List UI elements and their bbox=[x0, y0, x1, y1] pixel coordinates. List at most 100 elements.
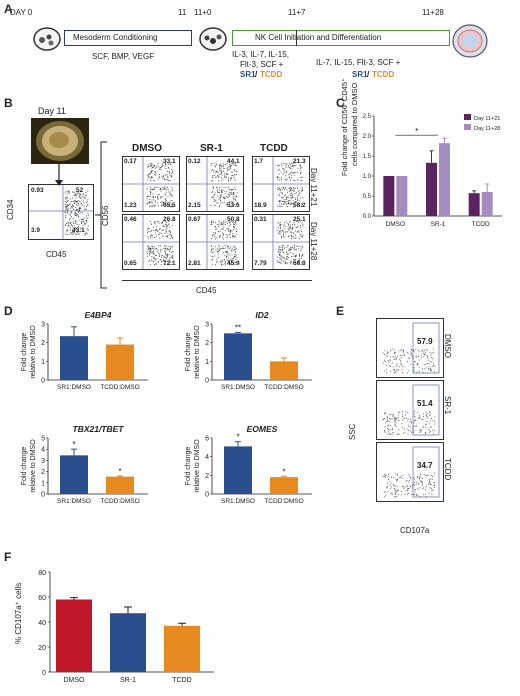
dot bbox=[214, 200, 216, 202]
dot bbox=[170, 196, 172, 198]
dot bbox=[81, 218, 83, 220]
dot bbox=[228, 202, 230, 204]
dot bbox=[285, 258, 287, 260]
dot bbox=[75, 234, 77, 236]
y-tick-label: 2 bbox=[41, 469, 45, 476]
dot bbox=[284, 262, 286, 264]
dot bbox=[280, 221, 282, 223]
dot bbox=[170, 245, 172, 247]
bar bbox=[468, 193, 480, 216]
dot bbox=[76, 221, 78, 223]
dot bbox=[165, 200, 167, 202]
dot bbox=[230, 220, 232, 222]
dot bbox=[395, 422, 397, 424]
dot bbox=[284, 169, 285, 171]
dot bbox=[400, 363, 402, 365]
dot bbox=[290, 228, 292, 230]
dot bbox=[153, 204, 155, 206]
dot bbox=[77, 211, 79, 213]
quadrant-value: 58.2 bbox=[293, 202, 306, 209]
dot bbox=[416, 363, 418, 364]
dot bbox=[214, 233, 216, 235]
dot bbox=[212, 169, 213, 171]
dot bbox=[157, 249, 159, 251]
dot bbox=[413, 425, 415, 427]
dot bbox=[158, 193, 160, 195]
dot bbox=[401, 423, 403, 425]
dot bbox=[68, 190, 70, 192]
dot bbox=[289, 172, 291, 174]
dot bbox=[398, 359, 400, 361]
dot bbox=[77, 232, 79, 233]
dot bbox=[80, 190, 82, 192]
panel-f-label: F bbox=[4, 550, 12, 564]
dot bbox=[77, 215, 79, 217]
dot bbox=[403, 366, 405, 368]
dot bbox=[411, 494, 413, 495]
dot bbox=[75, 201, 77, 203]
dot bbox=[276, 260, 278, 262]
dot bbox=[393, 370, 395, 371]
dot bbox=[434, 420, 436, 422]
dot bbox=[219, 187, 220, 189]
dot bbox=[430, 370, 432, 372]
dot bbox=[163, 255, 165, 257]
dot bbox=[169, 206, 171, 208]
dot bbox=[150, 246, 152, 248]
dot bbox=[217, 171, 219, 173]
dot bbox=[296, 254, 297, 256]
y-tick-label: 3 bbox=[41, 322, 45, 329]
dot bbox=[223, 224, 225, 226]
quadrant-value: 45.9 bbox=[227, 260, 240, 267]
dot bbox=[299, 190, 301, 191]
dot bbox=[423, 364, 425, 366]
dot bbox=[291, 224, 293, 226]
dot bbox=[228, 188, 230, 190]
dot bbox=[281, 186, 283, 188]
dot bbox=[406, 484, 408, 486]
q-left-ur: 52 bbox=[76, 187, 84, 194]
dot bbox=[222, 252, 224, 254]
sig-star: * bbox=[118, 467, 121, 476]
dot bbox=[282, 193, 283, 195]
dot bbox=[276, 176, 278, 178]
dot bbox=[279, 190, 281, 192]
dot bbox=[147, 230, 149, 232]
quadrant-value: 44.1 bbox=[227, 158, 240, 165]
dot bbox=[171, 256, 173, 258]
dot bbox=[410, 354, 412, 356]
dot bbox=[168, 263, 170, 265]
dot bbox=[165, 204, 167, 206]
dot bbox=[210, 164, 212, 166]
dot bbox=[384, 474, 385, 475]
dot bbox=[292, 200, 294, 202]
dot bbox=[286, 163, 288, 165]
dot bbox=[411, 422, 413, 424]
dot bbox=[291, 167, 293, 169]
dot bbox=[84, 196, 86, 198]
sr1-label-2: SR1 bbox=[352, 70, 368, 79]
dot bbox=[72, 226, 73, 228]
dot bbox=[406, 480, 408, 482]
dot bbox=[407, 353, 409, 355]
dot bbox=[396, 489, 398, 491]
dot bbox=[298, 202, 300, 204]
dot bbox=[212, 234, 214, 236]
cd45-underline bbox=[122, 280, 312, 281]
dot bbox=[395, 491, 397, 493]
dot bbox=[164, 247, 166, 249]
dot bbox=[172, 237, 174, 239]
dot bbox=[300, 258, 302, 260]
dot bbox=[383, 492, 385, 494]
dot bbox=[388, 433, 390, 435]
dot bbox=[293, 187, 295, 188]
dot bbox=[231, 248, 233, 250]
dot bbox=[290, 197, 292, 199]
dot bbox=[222, 229, 224, 230]
dot bbox=[426, 412, 428, 414]
dot bbox=[150, 235, 151, 237]
dot bbox=[147, 166, 149, 168]
y-tick-label: 5 bbox=[41, 436, 45, 443]
dot bbox=[225, 223, 227, 225]
dot bbox=[416, 371, 418, 373]
